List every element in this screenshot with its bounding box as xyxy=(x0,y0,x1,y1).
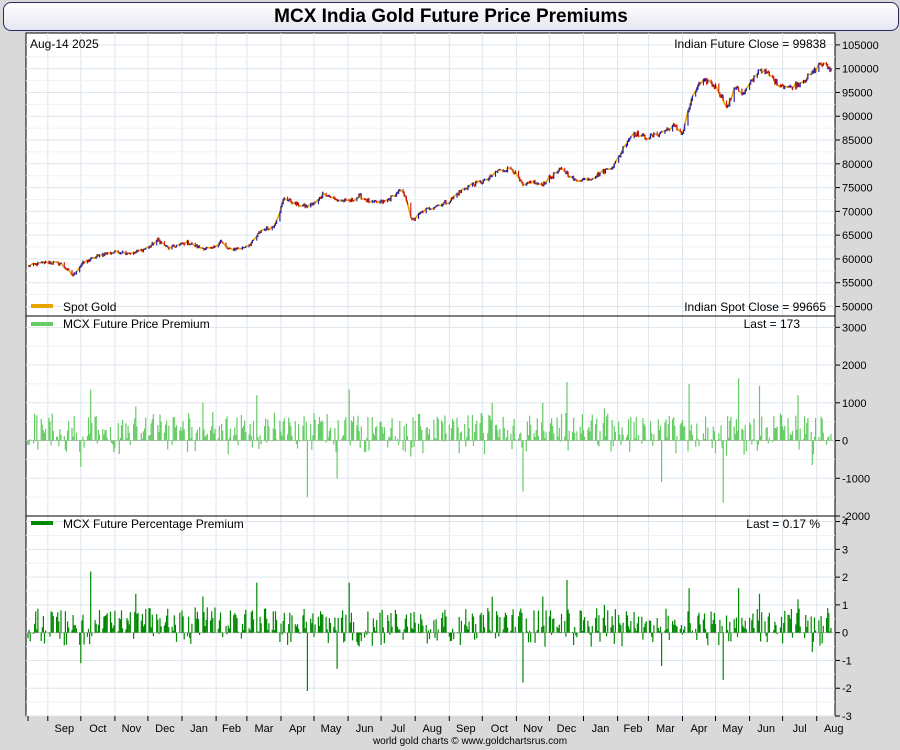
y-tick-label: 100000 xyxy=(842,64,879,76)
y-tick-label: 65000 xyxy=(842,230,873,242)
y-tick-label: 3000 xyxy=(842,322,866,334)
month-label: Mar xyxy=(254,723,273,735)
month-label: Dec xyxy=(155,723,175,735)
y-tick-label: 80000 xyxy=(842,159,873,171)
month-label: May xyxy=(321,723,342,735)
y-tick-label: 85000 xyxy=(842,135,873,147)
y-tick-label: 2 xyxy=(842,572,848,584)
y-tick-label: 2000 xyxy=(842,360,866,372)
month-label: Nov xyxy=(523,723,543,735)
month-label: Apr xyxy=(289,723,306,735)
y-tick-label: 0 xyxy=(842,628,848,640)
month-label: Apr xyxy=(690,723,707,735)
month-label: Feb xyxy=(222,723,241,735)
y-tick-label: 3 xyxy=(842,544,848,556)
y-tick-label: 0 xyxy=(842,436,848,448)
month-label: Jan xyxy=(592,723,610,735)
y-tick-label: 90000 xyxy=(842,111,873,123)
y-tick-label: -2 xyxy=(842,683,852,695)
credit-label: world gold charts © www.goldchartsrus.co… xyxy=(372,736,567,747)
spot-gold-legend-label: Spot Gold xyxy=(63,300,116,314)
y-tick-label: 105000 xyxy=(842,40,879,52)
month-label: Jan xyxy=(190,723,208,735)
y-tick-label: 75000 xyxy=(842,183,873,195)
chart-title: MCX India Gold Future Price Premiums xyxy=(3,2,899,31)
pct-premium-last-label: Last = 0.17 % xyxy=(746,517,820,531)
future-close-label: Indian Future Close = 99838 xyxy=(674,37,826,51)
month-label: Aug xyxy=(422,723,442,735)
y-tick-label: 4 xyxy=(842,517,848,529)
y-tick-label: -3 xyxy=(842,711,852,723)
spot-close-label: Indian Spot Close = 99665 xyxy=(684,300,826,314)
y-tick-label: 95000 xyxy=(842,87,873,99)
y-tick-label: 1000 xyxy=(842,398,866,410)
month-label: Mar xyxy=(656,723,675,735)
spot-gold-legend-swatch xyxy=(31,304,53,308)
y-tick-label: -1 xyxy=(842,655,852,667)
y-tick-label: 70000 xyxy=(842,206,873,218)
month-label: Jun xyxy=(757,723,775,735)
month-label: Dec xyxy=(557,723,577,735)
month-label: Jul xyxy=(793,723,807,735)
month-label: Nov xyxy=(122,723,142,735)
month-label: Sep xyxy=(55,723,75,735)
y-tick-label: 50000 xyxy=(842,301,873,313)
month-label: Jul xyxy=(391,723,405,735)
month-label: Oct xyxy=(491,723,508,735)
price-premium-legend-label: MCX Future Price Premium xyxy=(63,317,210,331)
month-label: May xyxy=(722,723,743,735)
pct-premium-legend-label: MCX Future Percentage Premium xyxy=(63,517,244,531)
price-premium-last-label: Last = 173 xyxy=(744,317,801,331)
y-tick-label: -2000 xyxy=(842,511,870,523)
y-tick-label: 55000 xyxy=(842,278,873,290)
month-label: Feb xyxy=(624,723,643,735)
price-premium-legend-swatch xyxy=(31,322,53,326)
date-label: Aug-14 2025 xyxy=(30,37,99,51)
month-label: Aug xyxy=(824,723,844,735)
month-label: Jun xyxy=(356,723,374,735)
pct-premium-legend-swatch xyxy=(31,521,53,525)
y-tick-label: -1000 xyxy=(842,473,870,485)
month-label: Sep xyxy=(456,723,476,735)
month-label: Oct xyxy=(89,723,106,735)
y-tick-label: 1 xyxy=(842,600,848,612)
y-tick-label: 60000 xyxy=(842,254,873,266)
